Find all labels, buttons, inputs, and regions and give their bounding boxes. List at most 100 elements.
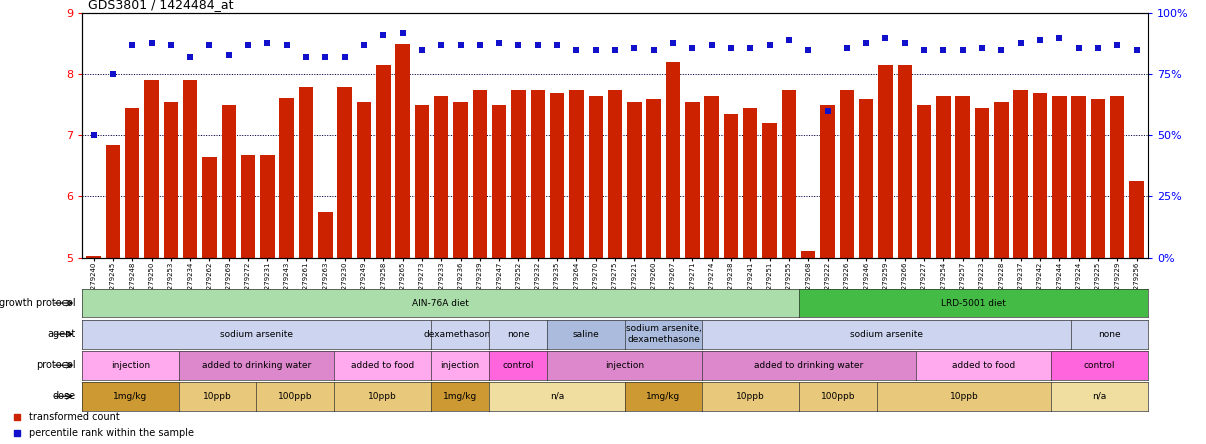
Point	[1011, 39, 1030, 46]
Point	[1107, 42, 1126, 49]
Bar	[183, 80, 198, 444]
Text: 1mg/kg: 1mg/kg	[646, 392, 680, 401]
Text: saline: saline	[573, 329, 599, 339]
Text: added to drinking water: added to drinking water	[754, 361, 863, 370]
Point	[355, 42, 374, 49]
Bar	[260, 155, 275, 444]
Point	[432, 42, 451, 49]
Bar	[762, 123, 777, 444]
Bar	[685, 102, 699, 444]
Bar	[1032, 93, 1047, 444]
Point	[104, 71, 123, 78]
Bar	[376, 65, 391, 444]
Bar	[801, 251, 815, 444]
Bar	[820, 105, 835, 444]
Point	[316, 54, 335, 61]
Bar	[936, 96, 950, 444]
Bar	[299, 87, 314, 444]
Bar	[415, 105, 429, 444]
Text: percentile rank within the sample: percentile rank within the sample	[29, 428, 194, 438]
Bar	[627, 102, 642, 444]
Bar	[955, 96, 970, 444]
Bar	[1110, 96, 1124, 444]
Point	[200, 42, 219, 49]
Point	[798, 47, 818, 54]
Point	[181, 54, 200, 61]
Text: sodium arsenite: sodium arsenite	[850, 329, 923, 339]
Point	[991, 47, 1011, 54]
Point	[972, 44, 991, 51]
Point	[1049, 34, 1069, 41]
Bar	[1129, 181, 1143, 444]
Bar	[1071, 96, 1085, 444]
Point	[528, 42, 548, 49]
Point	[760, 42, 779, 49]
Point	[953, 47, 972, 54]
Point	[933, 47, 953, 54]
Text: dose: dose	[53, 391, 76, 401]
Point	[856, 39, 876, 46]
Point	[1088, 44, 1107, 51]
Point	[393, 29, 412, 36]
Text: agent: agent	[48, 329, 76, 339]
Point	[1030, 36, 1049, 44]
Text: injection: injection	[605, 361, 644, 370]
Point	[625, 44, 644, 51]
Text: growth protocol: growth protocol	[0, 298, 76, 308]
Point	[509, 42, 528, 49]
Point	[895, 39, 914, 46]
Point	[335, 54, 355, 61]
Text: 100ppb: 100ppb	[277, 392, 312, 401]
Point	[142, 39, 162, 46]
Text: 1mg/kg: 1mg/kg	[443, 392, 478, 401]
Bar	[724, 114, 738, 444]
Text: AIN-76A diet: AIN-76A diet	[412, 298, 469, 308]
Point	[567, 47, 586, 54]
Text: added to food: added to food	[952, 361, 1015, 370]
Point	[586, 47, 605, 54]
Point	[297, 54, 316, 61]
Bar	[222, 105, 236, 444]
Text: control: control	[503, 361, 534, 370]
Point	[818, 107, 837, 115]
Bar	[106, 145, 121, 444]
Bar	[280, 98, 294, 444]
Text: injection: injection	[111, 361, 150, 370]
Bar	[646, 99, 661, 444]
Point	[644, 47, 663, 54]
Bar	[974, 108, 989, 444]
Bar	[241, 155, 256, 444]
Point	[663, 39, 683, 46]
Bar	[145, 80, 159, 444]
Point	[470, 42, 490, 49]
Point	[84, 132, 104, 139]
Point	[683, 44, 702, 51]
Point	[258, 39, 277, 46]
Bar	[203, 157, 217, 444]
Text: 10ppb: 10ppb	[204, 392, 232, 401]
Bar	[164, 102, 178, 444]
Text: 10ppb: 10ppb	[737, 392, 765, 401]
Text: protocol: protocol	[36, 360, 76, 370]
Point	[219, 52, 239, 59]
Bar	[87, 256, 101, 444]
Bar	[704, 96, 719, 444]
Text: 10ppb: 10ppb	[368, 392, 397, 401]
Point	[162, 42, 181, 49]
Point	[123, 42, 142, 49]
Text: injection: injection	[440, 361, 480, 370]
Text: LRD-5001 diet: LRD-5001 diet	[941, 298, 1006, 308]
Bar	[338, 87, 352, 444]
Bar	[125, 108, 140, 444]
Text: sodium arsenite,
dexamethasone: sodium arsenite, dexamethasone	[626, 325, 702, 344]
Point	[914, 47, 933, 54]
Bar	[1090, 99, 1105, 444]
Bar	[608, 90, 622, 444]
Bar	[550, 93, 564, 444]
Point	[277, 42, 297, 49]
Point	[740, 44, 760, 51]
Bar	[1052, 96, 1066, 444]
Point	[1069, 44, 1088, 51]
Point	[837, 44, 856, 51]
Text: none: none	[507, 329, 529, 339]
